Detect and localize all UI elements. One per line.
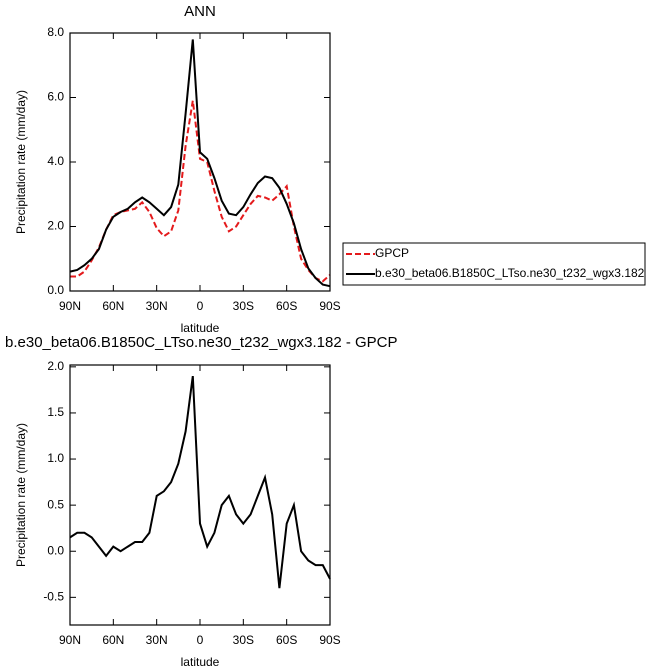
x-tick-label: 90S [319,633,340,647]
x-tick-label: 90N [59,299,81,313]
y-tick-label: 2.0 [47,219,64,233]
x-tick-label: 30N [146,633,168,647]
y-tick-label: 2.0 [47,359,64,373]
chart-title: b.e30_beta06.B1850C_LTso.ne30_t232_wgx3.… [5,334,398,351]
plot-frame [69,32,331,292]
y-tick-label: 0.0 [47,283,64,297]
y-axis-label: Precipitation rate (mm/day) [14,423,28,567]
y-tick-label: 8.0 [47,25,64,39]
x-tick-label: 60N [102,633,124,647]
y-tick-label: 1.0 [47,451,64,465]
legend-label: b.e30_beta06.B1850C_LTso.ne30_t232_wgx3.… [375,266,645,280]
plot-frame [69,364,331,626]
legend-box [342,242,646,286]
x-axis-label: latitude [181,321,220,335]
x-tick-label: 30S [233,633,254,647]
x-tick-label: 60N [102,299,124,313]
x-tick-label: 0 [197,299,204,313]
y-tick-label: 1.5 [47,405,64,419]
x-tick-label: 60S [276,299,297,313]
x-tick-label: 90S [319,299,340,313]
y-axis-label: Precipitation rate (mm/day) [14,90,28,234]
data-line [69,375,331,589]
y-tick-label: 0.5 [47,497,64,511]
legend-label: GPCP [375,246,409,260]
y-tick-label: 6.0 [47,90,64,104]
data-line [70,100,331,283]
y-tick-label: -0.5 [43,590,64,604]
y-tick-label: 4.0 [47,154,64,168]
y-tick-label: 0.0 [47,543,64,557]
x-tick-label: 30N [146,299,168,313]
x-tick-label: 60S [276,633,297,647]
chart-title: ANN [184,3,216,20]
x-axis-label: latitude [181,655,220,669]
x-tick-label: 90N [59,633,81,647]
x-tick-label: 0 [197,633,204,647]
data-line [69,39,331,288]
x-tick-label: 30S [233,299,254,313]
